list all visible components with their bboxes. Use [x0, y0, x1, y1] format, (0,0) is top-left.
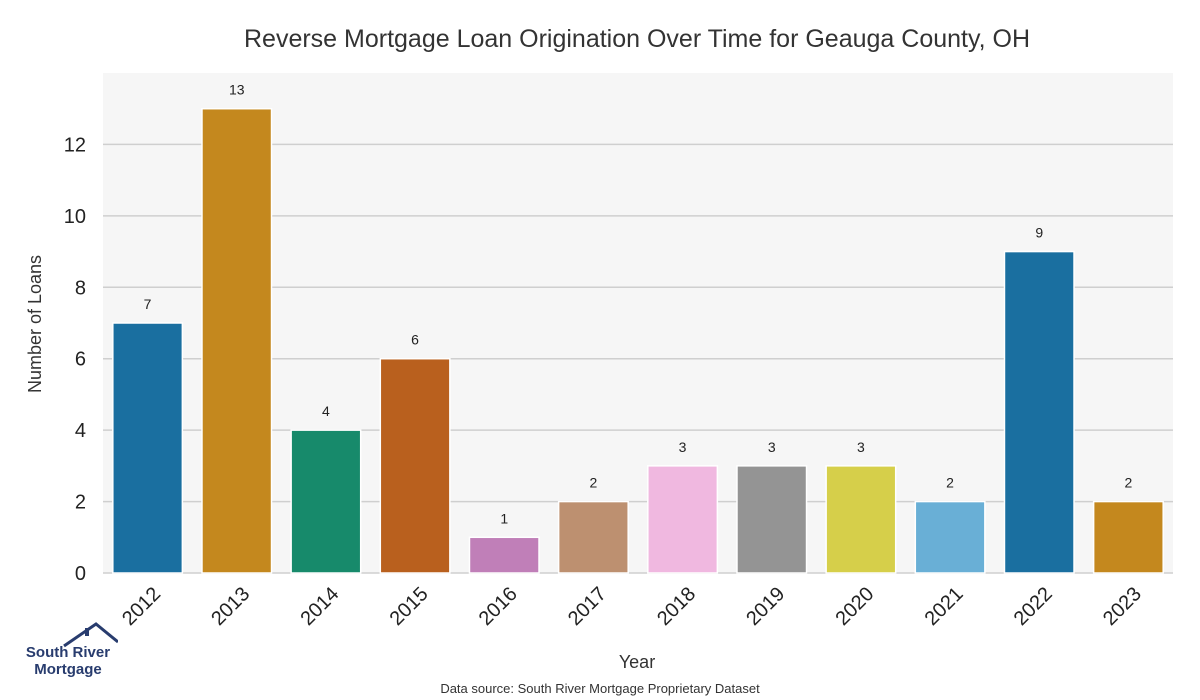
y-axis-ticks: 0 2 4 6 8 10 12 — [64, 134, 86, 585]
data-label-2017: 2 — [590, 475, 598, 491]
x-tick-label-2021: 2021 — [921, 583, 968, 630]
bar-2019 — [736, 465, 808, 574]
bar-2023 — [1092, 500, 1164, 574]
x-tick-label-2012: 2012 — [118, 583, 165, 630]
x-tick-label-2020: 2020 — [831, 583, 878, 630]
bar-2021 — [914, 500, 986, 574]
x-tick-label-2016: 2016 — [475, 583, 522, 630]
x-axis-ticks: 2012 2013 2014 2015 2016 2017 2018 2019 2020 2021… — [118, 583, 1146, 630]
x-tick-label-2022: 2022 — [1010, 583, 1057, 630]
data-label-2014: 4 — [322, 403, 330, 419]
data-label-2013: 13 — [229, 82, 245, 98]
south-river-mortgage-logo: South River Mortgage — [18, 622, 118, 682]
y-tick-label: 2 — [75, 492, 86, 514]
bar-2015 — [379, 357, 451, 574]
bar-2012 — [112, 322, 184, 574]
x-tick-label-2013: 2013 — [207, 583, 254, 630]
data-label-2023: 2 — [1125, 475, 1133, 491]
gridlines — [103, 143, 1173, 574]
data-labels: 7 13 4 6 1 2 3 3 3 2 9 2 — [144, 82, 1133, 527]
y-tick-label: 0 — [75, 563, 86, 585]
data-label-2018: 3 — [679, 439, 687, 455]
data-label-2015: 6 — [411, 332, 419, 348]
plot-area — [103, 73, 1173, 573]
data-label-2022: 9 — [1035, 225, 1043, 241]
x-axis-label: Year — [619, 652, 655, 672]
y-tick-label: 4 — [75, 420, 86, 442]
x-tick-label-2014: 2014 — [296, 583, 343, 630]
bar-2018 — [647, 465, 719, 574]
data-source-note: Data source: South River Mortgage Propri… — [440, 681, 760, 696]
bar-2014 — [290, 429, 362, 574]
data-label-2020: 3 — [857, 439, 865, 455]
data-label-2016: 1 — [500, 510, 508, 526]
house-roof-icon — [63, 622, 118, 648]
bar-2017 — [557, 500, 629, 574]
bar-2016 — [468, 536, 540, 574]
y-tick-label: 10 — [64, 206, 86, 228]
x-tick-label-2018: 2018 — [653, 583, 700, 630]
data-label-2021: 2 — [946, 475, 954, 491]
logo-line-1: South River — [25, 644, 111, 661]
bar-2020 — [825, 465, 897, 574]
chart-title: Reverse Mortgage Loan Origination Over T… — [244, 25, 1030, 53]
bars — [112, 107, 1164, 574]
x-tick-label-2023: 2023 — [1099, 583, 1146, 630]
data-label-2019: 3 — [768, 439, 776, 455]
y-axis-label: Number of Loans — [25, 255, 45, 393]
data-label-2012: 7 — [144, 296, 152, 312]
y-tick-label: 8 — [75, 277, 86, 299]
x-tick-label-2017: 2017 — [564, 583, 611, 630]
x-tick-label-2019: 2019 — [742, 583, 789, 630]
bar-2013 — [201, 107, 273, 574]
logo-line-2: Mortgage — [34, 661, 102, 678]
y-tick-label: 12 — [64, 134, 86, 156]
bar-2022 — [1003, 250, 1075, 574]
x-tick-label-2015: 2015 — [386, 583, 433, 630]
y-tick-label: 6 — [75, 349, 86, 371]
